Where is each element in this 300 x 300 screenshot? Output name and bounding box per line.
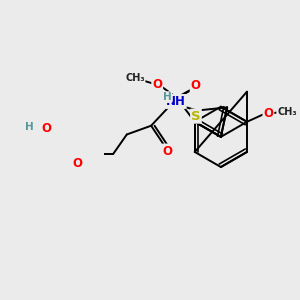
Text: O: O <box>152 78 162 91</box>
Text: CH₃: CH₃ <box>277 107 297 117</box>
Text: S: S <box>191 110 201 123</box>
Text: O: O <box>263 107 273 120</box>
Text: H: H <box>163 92 172 102</box>
Text: O: O <box>72 157 82 170</box>
Text: H: H <box>25 122 34 132</box>
Text: NH: NH <box>166 95 186 108</box>
Text: CH₃: CH₃ <box>125 73 145 83</box>
Text: O: O <box>41 122 51 135</box>
Text: O: O <box>190 79 201 92</box>
Text: O: O <box>163 145 173 158</box>
